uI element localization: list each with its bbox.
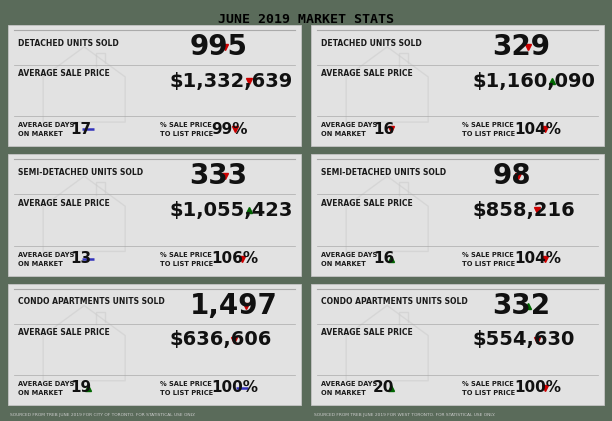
Bar bbox=[311, 284, 604, 405]
Text: AVERAGE DAYS: AVERAGE DAYS bbox=[18, 123, 74, 128]
Text: SEMI-DETACHED UNITS SOLD: SEMI-DETACHED UNITS SOLD bbox=[18, 168, 143, 177]
Text: TO LIST PRICE: TO LIST PRICE bbox=[463, 261, 516, 266]
Text: TO LIST PRICE: TO LIST PRICE bbox=[160, 261, 212, 266]
Text: SEMI-DETACHED UNITS SOLD: SEMI-DETACHED UNITS SOLD bbox=[321, 168, 446, 177]
Text: % SALE PRICE: % SALE PRICE bbox=[160, 252, 211, 258]
Text: 333: 333 bbox=[190, 163, 248, 190]
Text: % SALE PRICE: % SALE PRICE bbox=[463, 123, 514, 128]
Text: AVERAGE SALE PRICE: AVERAGE SALE PRICE bbox=[321, 328, 412, 337]
Text: % SALE PRICE: % SALE PRICE bbox=[160, 123, 211, 128]
Text: AVERAGE SALE PRICE: AVERAGE SALE PRICE bbox=[18, 69, 110, 78]
Text: AVERAGE DAYS: AVERAGE DAYS bbox=[18, 381, 74, 387]
Text: AVERAGE SALE PRICE: AVERAGE SALE PRICE bbox=[321, 199, 412, 208]
Text: $1,332,639: $1,332,639 bbox=[169, 72, 293, 91]
Text: ON MARKET: ON MARKET bbox=[321, 261, 366, 266]
Text: 17: 17 bbox=[70, 122, 91, 137]
Bar bbox=[8, 284, 301, 405]
Text: ON MARKET: ON MARKET bbox=[18, 261, 63, 266]
Text: JUNE 2019 MARKET STATS: JUNE 2019 MARKET STATS bbox=[218, 13, 394, 26]
Text: 98: 98 bbox=[493, 163, 531, 190]
Text: 329: 329 bbox=[493, 33, 551, 61]
Text: AVERAGE SALE PRICE: AVERAGE SALE PRICE bbox=[18, 328, 110, 337]
Text: 99%: 99% bbox=[212, 122, 248, 137]
Text: ON MARKET: ON MARKET bbox=[18, 390, 63, 396]
Text: 16: 16 bbox=[373, 122, 394, 137]
Text: SOURCED FROM TREB JUNE 2019 FOR CITY OF TORONTO. FOR STATISTICAL USE ONLY.: SOURCED FROM TREB JUNE 2019 FOR CITY OF … bbox=[10, 413, 195, 417]
Text: DETACHED UNITS SOLD: DETACHED UNITS SOLD bbox=[321, 38, 422, 48]
Text: 100%: 100% bbox=[212, 381, 258, 395]
Text: DETACHED UNITS SOLD: DETACHED UNITS SOLD bbox=[18, 38, 119, 48]
Text: 13: 13 bbox=[70, 251, 91, 266]
Text: 106%: 106% bbox=[212, 251, 259, 266]
Text: 100%: 100% bbox=[515, 381, 561, 395]
Text: TO LIST PRICE: TO LIST PRICE bbox=[463, 390, 516, 396]
Text: TO LIST PRICE: TO LIST PRICE bbox=[160, 131, 212, 137]
Text: 19: 19 bbox=[70, 381, 91, 395]
Text: AVERAGE DAYS: AVERAGE DAYS bbox=[321, 252, 377, 258]
Text: ON MARKET: ON MARKET bbox=[321, 131, 366, 137]
Bar bbox=[311, 155, 604, 276]
Text: $1,160,090: $1,160,090 bbox=[472, 72, 595, 91]
Text: AVERAGE DAYS: AVERAGE DAYS bbox=[321, 381, 377, 387]
Text: ON MARKET: ON MARKET bbox=[18, 131, 63, 137]
Text: AVERAGE SALE PRICE: AVERAGE SALE PRICE bbox=[18, 199, 110, 208]
Text: CONDO APARTMENTS UNITS SOLD: CONDO APARTMENTS UNITS SOLD bbox=[18, 297, 165, 306]
Text: TO LIST PRICE: TO LIST PRICE bbox=[160, 390, 212, 396]
Bar bbox=[8, 25, 301, 147]
Text: % SALE PRICE: % SALE PRICE bbox=[463, 381, 514, 387]
Text: $1,055,423: $1,055,423 bbox=[169, 201, 293, 220]
Text: TO LIST PRICE: TO LIST PRICE bbox=[463, 131, 516, 137]
Text: CONDO APARTMENTS UNITS SOLD: CONDO APARTMENTS UNITS SOLD bbox=[321, 297, 468, 306]
Text: 16: 16 bbox=[373, 251, 394, 266]
Text: $554,630: $554,630 bbox=[472, 330, 575, 349]
Text: SOURCED FROM TREB JUNE 2019 FOR WEST TORONTO. FOR STATISTICAL USE ONLY.: SOURCED FROM TREB JUNE 2019 FOR WEST TOR… bbox=[314, 413, 495, 417]
Text: 104%: 104% bbox=[515, 251, 561, 266]
Text: 332: 332 bbox=[493, 292, 551, 320]
Bar bbox=[311, 25, 604, 147]
Text: $636,606: $636,606 bbox=[169, 330, 272, 349]
Text: % SALE PRICE: % SALE PRICE bbox=[160, 381, 211, 387]
Text: AVERAGE DAYS: AVERAGE DAYS bbox=[18, 252, 74, 258]
Text: 104%: 104% bbox=[515, 122, 561, 137]
Text: $858,216: $858,216 bbox=[472, 201, 575, 220]
Text: 1,497: 1,497 bbox=[190, 292, 277, 320]
Text: 20: 20 bbox=[373, 381, 394, 395]
Text: 995: 995 bbox=[190, 33, 248, 61]
Bar bbox=[8, 155, 301, 276]
Text: AVERAGE DAYS: AVERAGE DAYS bbox=[321, 123, 377, 128]
Text: ON MARKET: ON MARKET bbox=[321, 390, 366, 396]
Text: % SALE PRICE: % SALE PRICE bbox=[463, 252, 514, 258]
Text: AVERAGE SALE PRICE: AVERAGE SALE PRICE bbox=[321, 69, 412, 78]
